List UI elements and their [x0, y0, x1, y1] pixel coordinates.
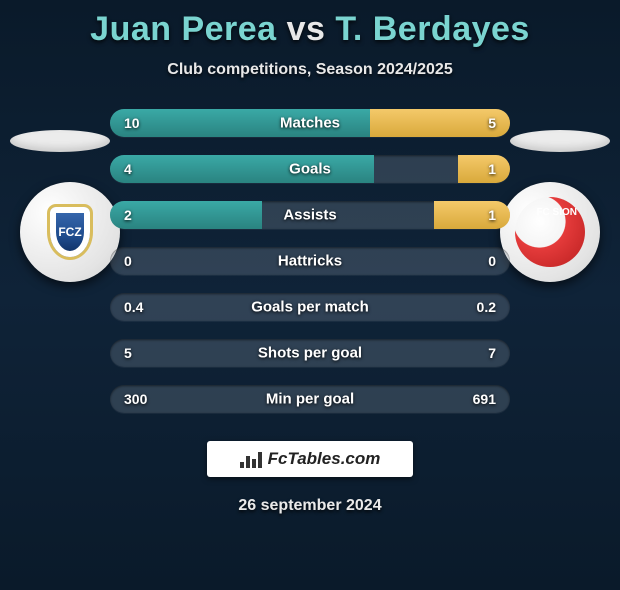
stat-row: 5 7 Shots per goal — [110, 339, 510, 367]
team-crest-left: FCZ — [20, 182, 120, 282]
team-marker-right — [510, 130, 610, 152]
watermark[interactable]: FcTables.com — [207, 441, 413, 477]
stat-row: 0 0 Hattricks — [110, 247, 510, 275]
stat-value-right: 691 — [473, 391, 496, 407]
stat-value-right: 0 — [488, 253, 496, 269]
stat-value-left: 2 — [124, 207, 132, 223]
stat-fill-right — [458, 155, 510, 183]
stat-label: Goals — [289, 161, 331, 178]
sion-badge-icon: FC SION — [515, 197, 585, 267]
stat-label: Matches — [280, 115, 340, 132]
stat-fill-left — [110, 201, 262, 229]
player1-name: Juan Perea — [90, 10, 276, 48]
stat-value-left: 5 — [124, 345, 132, 361]
watermark-text: FcTables.com — [268, 449, 381, 469]
stat-label: Min per goal — [266, 391, 354, 408]
stat-value-right: 7 — [488, 345, 496, 361]
fctables-logo-icon — [240, 450, 262, 468]
vs-text: vs — [287, 10, 326, 48]
stat-value-left: 10 — [124, 115, 140, 131]
stat-row: 0.4 0.2 Goals per match — [110, 293, 510, 321]
stat-fill-left — [110, 155, 374, 183]
team-crest-right: FC SION — [500, 182, 600, 282]
stat-label: Hattricks — [278, 253, 342, 270]
stat-value-right: 5 — [488, 115, 496, 131]
team-marker-left — [10, 130, 110, 152]
stat-label: Shots per goal — [258, 345, 362, 362]
stat-value-left: 300 — [124, 391, 147, 407]
stat-value-right: 1 — [488, 161, 496, 177]
page-title: Juan Perea vs T. Berdayes — [0, 10, 620, 49]
stat-row: 300 691 Min per goal — [110, 385, 510, 413]
stat-row: 10 5 Matches — [110, 109, 510, 137]
stat-value-left: 0 — [124, 253, 132, 269]
player2-name: T. Berdayes — [335, 10, 530, 48]
fcz-badge-icon: FCZ — [50, 207, 90, 257]
stat-row: 4 1 Goals — [110, 155, 510, 183]
date-text: 26 september 2024 — [0, 497, 620, 515]
stat-value-right: 1 — [488, 207, 496, 223]
stat-value-left: 0.4 — [124, 299, 143, 315]
stat-value-right: 0.2 — [477, 299, 496, 315]
stat-row: 2 1 Assists — [110, 201, 510, 229]
stats-container: 10 5 Matches 4 1 Goals 2 1 Assists 0 0 Hattricks 0.4… — [110, 109, 510, 413]
subtitle: Club competitions, Season 2024/2025 — [0, 61, 620, 79]
stat-label: Goals per match — [251, 299, 369, 316]
stat-value-left: 4 — [124, 161, 132, 177]
stat-fill-right — [434, 201, 510, 229]
stat-label: Assists — [283, 207, 336, 224]
